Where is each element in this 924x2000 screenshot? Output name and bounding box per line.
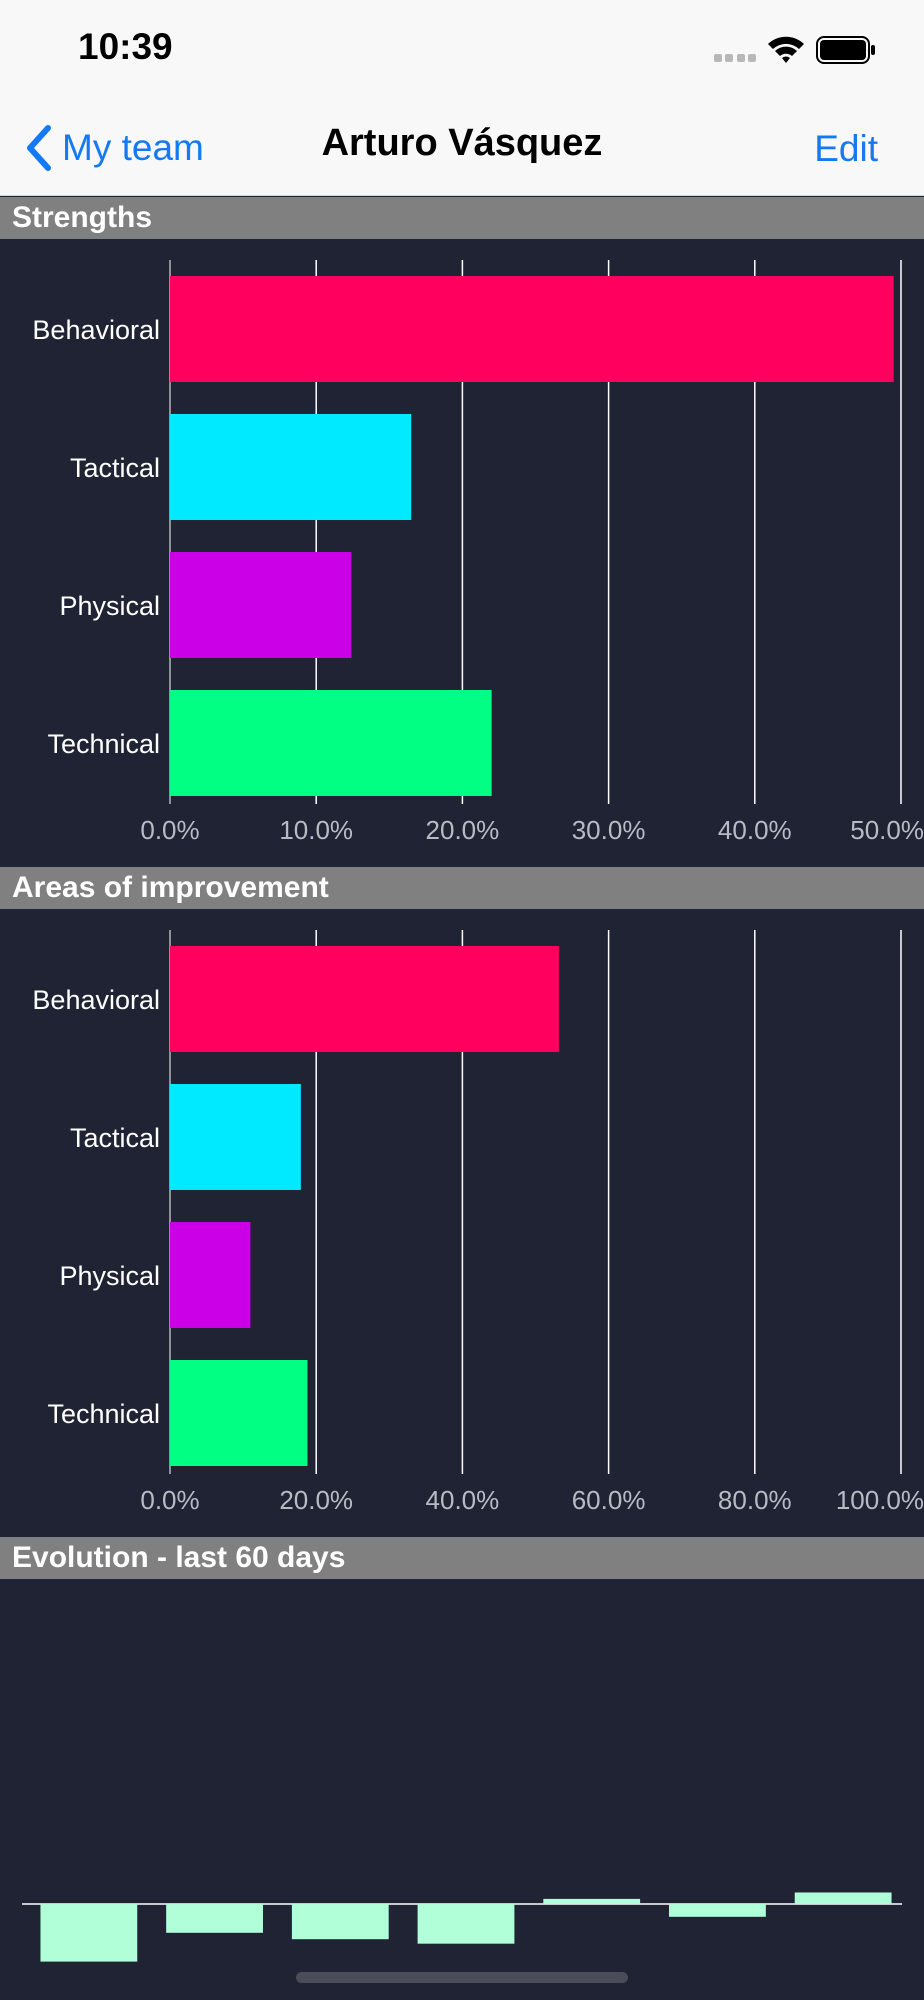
strengths-tick-label: 0.0% <box>140 815 199 845</box>
improvement-chart: Behavioral Tactical Physical Technical 0.0% 2… <box>32 930 924 1515</box>
strengths-tick-label: 50.0% <box>850 815 924 845</box>
strengths-category-label: Physical <box>59 591 160 621</box>
improvement-tick-label: 100.0% <box>836 1485 924 1515</box>
evolution-bar <box>417 1904 515 1944</box>
strengths-bar-physical <box>170 552 352 658</box>
evolution-bar <box>40 1904 138 1962</box>
improvement-bar-tactical <box>170 1084 301 1190</box>
strengths-bar-tactical <box>170 414 412 520</box>
improvement-bar-technical <box>170 1360 308 1466</box>
improvement-category-label: Physical <box>59 1261 160 1291</box>
strengths-category-label: Behavioral <box>32 315 160 345</box>
evolution-bar <box>543 1898 641 1904</box>
strengths-category-label: Tactical <box>70 453 160 483</box>
evolution-chart <box>22 1892 902 1962</box>
page-title: Arturo Vásquez <box>321 122 603 164</box>
improvement-bar-behavioral <box>170 946 559 1052</box>
improvement-bar-physical <box>170 1222 251 1328</box>
improvement-tick-label: 0.0% <box>140 1485 199 1515</box>
improvement-tick-label: 20.0% <box>279 1485 353 1515</box>
evolution-bar <box>166 1904 263 1933</box>
chevron-left-icon <box>27 125 51 171</box>
strengths-section-header: Strengths <box>0 197 924 239</box>
strengths-category-label: Technical <box>47 729 160 759</box>
navigation-bar: My team Arturo Vásquez Edit <box>0 100 924 196</box>
evolution-section-header: Evolution - last 60 days <box>0 1537 924 1579</box>
status-time: 10:39 <box>78 26 173 67</box>
wifi-icon <box>768 36 804 63</box>
improvement-category-label: Behavioral <box>32 985 160 1015</box>
evolution-bar <box>291 1904 389 1940</box>
improvement-section-header: Areas of improvement <box>0 867 924 909</box>
back-button-label: My team <box>62 127 204 168</box>
evolution-bar <box>669 1904 766 1917</box>
strengths-tick-label: 10.0% <box>279 815 353 845</box>
strengths-bar-technical <box>170 690 492 796</box>
improvement-category-label: Tactical <box>70 1123 160 1153</box>
improvement-tick-label: 40.0% <box>426 1485 500 1515</box>
improvement-tick-label: 80.0% <box>718 1485 792 1515</box>
home-indicator <box>296 1972 628 1983</box>
back-button[interactable]: My team <box>24 120 204 176</box>
improvement-tick-label: 60.0% <box>572 1485 646 1515</box>
status-bar: 10:39 <box>0 0 924 100</box>
strengths-bar-behavioral <box>170 276 894 382</box>
cellular-signal-icon <box>714 54 756 62</box>
strengths-tick-label: 40.0% <box>718 815 792 845</box>
evolution-bar <box>794 1892 892 1904</box>
edit-button[interactable]: Edit <box>814 128 878 169</box>
battery-icon <box>816 36 875 64</box>
strengths-tick-label: 30.0% <box>572 815 646 845</box>
improvement-category-label: Technical <box>47 1399 160 1429</box>
strengths-chart: Behavioral Tactical Physical Technical 0.0% 1… <box>32 260 924 845</box>
strengths-tick-label: 20.0% <box>426 815 500 845</box>
